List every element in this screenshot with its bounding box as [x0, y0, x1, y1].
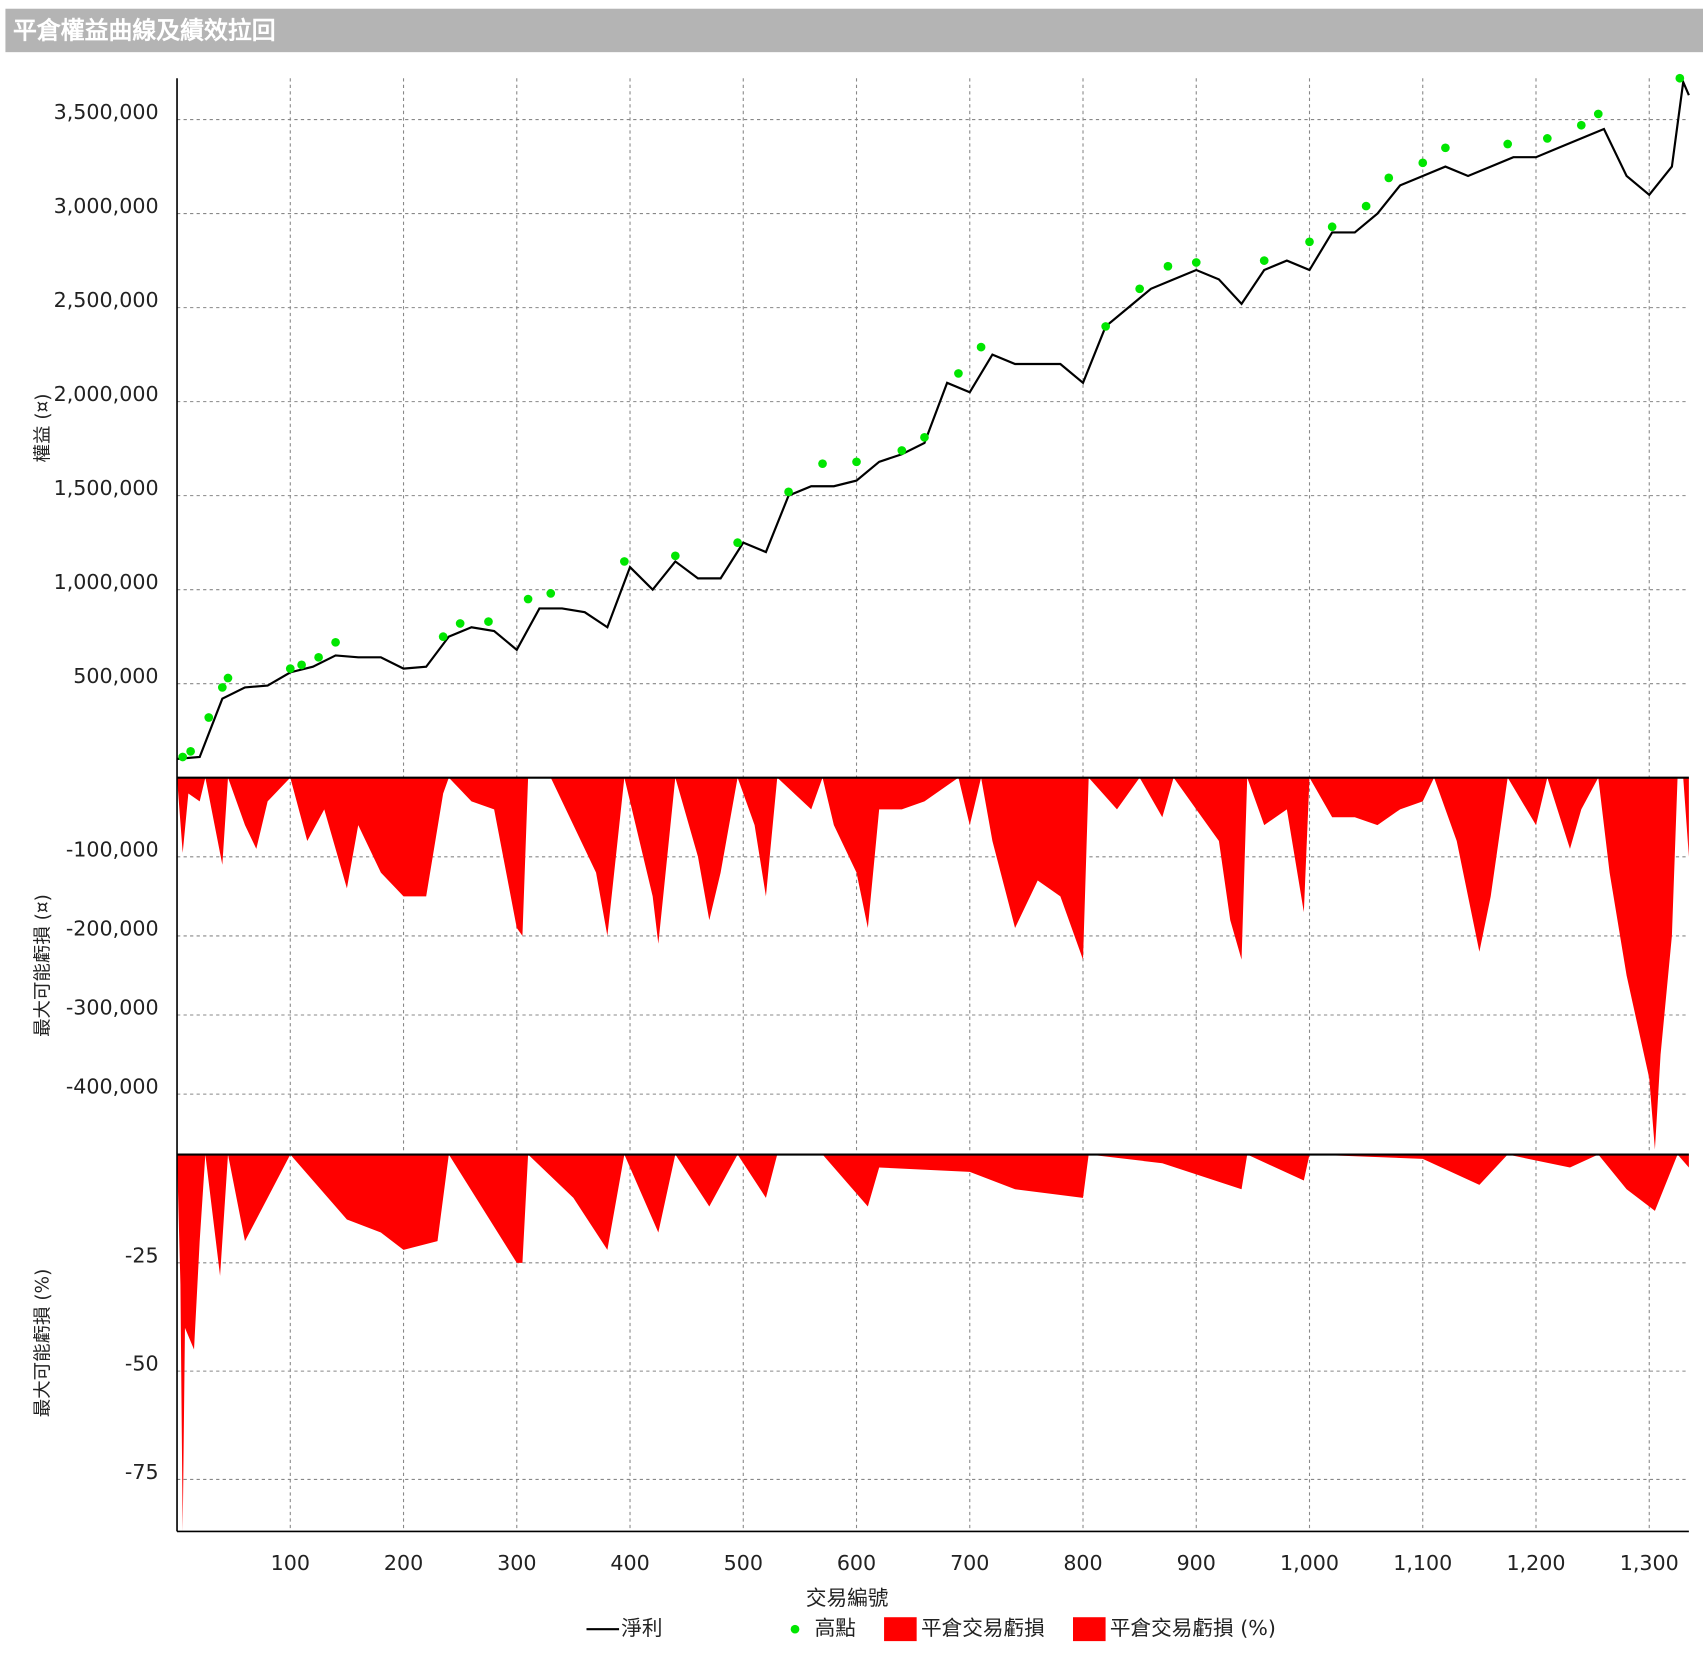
high-point [223, 673, 233, 683]
high-point [1163, 261, 1173, 271]
high-point [178, 752, 188, 762]
y-tick-label: -300,000 [66, 995, 159, 1019]
x-tick-label: 100 [271, 1551, 310, 1575]
y-tick-label: 500,000 [73, 664, 158, 688]
y-tick-label: -400,000 [66, 1075, 159, 1099]
high-point [455, 619, 465, 628]
high-point [1503, 139, 1513, 149]
high-point [1675, 73, 1685, 83]
y-tick-label: 1,000,000 [54, 570, 159, 594]
high-point [818, 459, 827, 469]
high-point [620, 557, 629, 566]
x-tick-label: 500 [724, 1551, 763, 1575]
high-point [546, 589, 556, 598]
high-point [1441, 143, 1450, 153]
high-point [204, 713, 214, 722]
y-tick-label: 2,000,000 [54, 382, 159, 406]
high-point [852, 457, 861, 467]
high-point [523, 594, 533, 604]
x-tick-label: 400 [610, 1551, 649, 1575]
y-tick-label: 1,500,000 [54, 476, 159, 500]
high-point [733, 538, 742, 547]
legend-label: 高點 [815, 1616, 856, 1640]
high-point [1384, 173, 1394, 183]
x-tick-label: 1,100 [1393, 1551, 1452, 1575]
x-tick-label: 1,300 [1620, 1551, 1679, 1575]
x-tick-label: 300 [497, 1551, 536, 1575]
y-tick-label: -200,000 [66, 916, 159, 940]
y-axis-label: 最大可能虧損 (¤) [32, 894, 53, 1037]
high-point [1135, 284, 1144, 294]
drawdown-area [177, 1154, 1689, 1532]
y-tick-label: 2,500,000 [54, 288, 159, 312]
y-tick-label: 3,000,000 [54, 194, 159, 218]
x-tick-label: 900 [1177, 1551, 1216, 1575]
high-point [484, 617, 493, 626]
x-tick-label: 1,000 [1280, 1551, 1339, 1575]
high-point [1361, 201, 1371, 211]
high-point [217, 683, 227, 692]
high-point [1305, 237, 1314, 247]
high-point [1576, 120, 1586, 130]
chart-title: 平倉權益曲線及績效拉回 [13, 17, 276, 45]
legend-label: 淨利 [621, 1616, 662, 1640]
high-point [954, 369, 963, 378]
x-axis-label: 交易編號 [806, 1586, 889, 1610]
high-point [976, 342, 986, 352]
legend-swatch [1073, 1617, 1106, 1642]
high-point [331, 637, 340, 647]
high-point [1101, 322, 1111, 331]
high-point [438, 632, 448, 641]
x-tick-label: 700 [950, 1551, 989, 1575]
equity-line [176, 77, 1690, 760]
x-tick-label: 800 [1063, 1551, 1102, 1575]
high-point [285, 664, 295, 673]
high-point [897, 446, 907, 455]
legend-swatch [884, 1617, 917, 1642]
y-tick-label: -25 [125, 1243, 159, 1267]
high-point [670, 551, 680, 561]
high-point [314, 652, 323, 662]
y-tick-label: -100,000 [66, 837, 159, 861]
drawdown-area [177, 777, 1689, 1150]
legend-swatch [790, 1624, 800, 1634]
x-tick-label: 200 [384, 1551, 423, 1575]
high-point [1593, 109, 1603, 119]
high-point [1327, 222, 1337, 232]
high-point [1542, 134, 1552, 143]
legend-label: 平倉交易虧損 (%) [1110, 1616, 1276, 1640]
high-point [1259, 256, 1269, 265]
y-tick-label: 3,500,000 [54, 100, 159, 124]
y-tick-label: -50 [125, 1352, 159, 1376]
y-tick-label: -75 [125, 1460, 159, 1484]
legend-label: 平倉交易虧損 [921, 1616, 1045, 1640]
high-point [186, 747, 195, 756]
high-point [297, 660, 306, 670]
high-point [1191, 258, 1201, 267]
high-point [920, 433, 929, 442]
high-point [1418, 158, 1428, 168]
y-axis-label: 最大可能虧損 (%) [32, 1269, 53, 1418]
x-tick-label: 600 [837, 1551, 876, 1575]
high-point [784, 487, 793, 497]
x-tick-label: 1,200 [1506, 1551, 1565, 1575]
title-bar [5, 8, 1703, 53]
y-axis-label: 權益 (¤) [32, 393, 53, 462]
